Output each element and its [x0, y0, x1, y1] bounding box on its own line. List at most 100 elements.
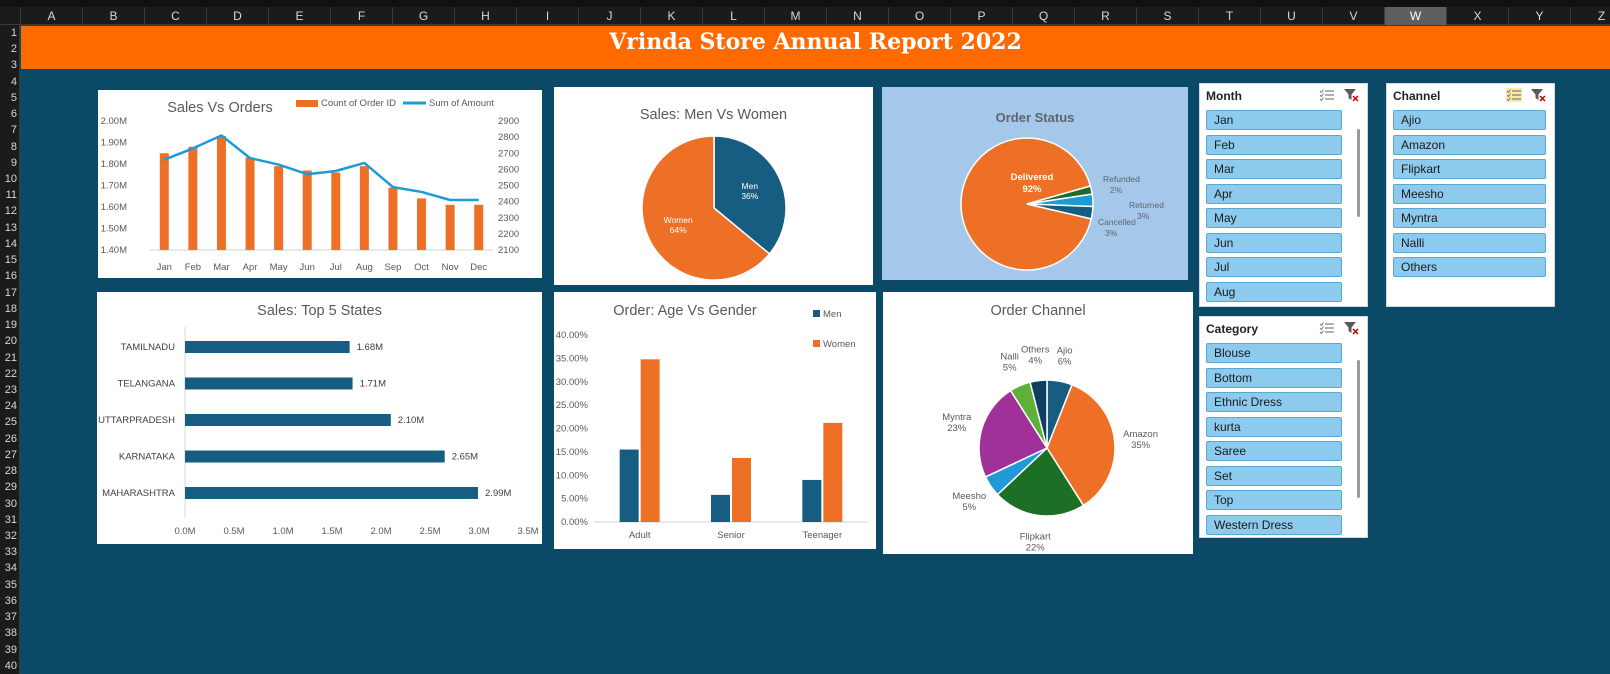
row-header-1[interactable]: 1 — [10, 27, 17, 39]
slicer-item-flipkart[interactable]: Flipkart — [1393, 159, 1546, 179]
slicer-item-jan[interactable]: Jan — [1206, 110, 1342, 130]
row-header-18[interactable]: 18 — [4, 302, 17, 315]
top-states-chart[interactable]: Sales: Top 5 States TAMILNADU 1.68M TELANG… — [97, 292, 542, 544]
column-header-o[interactable]: O — [889, 7, 951, 25]
slicer-item-apr[interactable]: Apr — [1206, 183, 1342, 204]
row-header-17[interactable]: 17 — [4, 286, 17, 299]
column-header-v[interactable]: V — [1323, 7, 1385, 25]
order-status-chart[interactable]: Order Status Delivered 92% Refunded 2% Retur… — [882, 87, 1188, 280]
column-header-r[interactable]: R — [1075, 7, 1137, 25]
slicer-item-top[interactable]: Top — [1206, 490, 1342, 510]
select-all-corner[interactable] — [0, 7, 21, 25]
row-header-4[interactable]: 4 — [10, 75, 17, 88]
age-vs-gender-chart[interactable]: Order: Age Vs Gender 40.00% 35.00% 30.00% 2… — [554, 292, 876, 549]
row-header-10[interactable]: 10 — [4, 173, 17, 186]
men-vs-women-chart[interactable]: Sales: Men Vs Women Men 36% Women 64% — [554, 87, 873, 285]
row-header-20[interactable]: 20 — [4, 335, 17, 348]
column-header-e[interactable]: E — [269, 7, 331, 25]
row-header-26[interactable]: 26 — [4, 432, 17, 445]
row-header-25[interactable]: 25 — [4, 416, 17, 429]
slicer-item-feb[interactable]: Feb — [1206, 134, 1342, 155]
column-header-m[interactable]: M — [765, 7, 827, 25]
row-header-37[interactable]: 37 — [4, 611, 17, 624]
clear-filter-icon[interactable] — [1343, 88, 1359, 102]
row-header-8[interactable]: 8 — [10, 140, 17, 153]
row-header-19[interactable]: 19 — [4, 319, 17, 332]
slicer-item-western-dress[interactable]: Western Dress — [1206, 514, 1342, 535]
row-header-2[interactable]: 2 — [10, 43, 17, 56]
row-header-9[interactable]: 9 — [10, 156, 17, 169]
category-slicer[interactable]: Category Blouse Bottom Ethnic Dress kurta Sa… — [1199, 316, 1368, 538]
column-header-s[interactable]: S — [1137, 7, 1199, 25]
slicer-item-meesho[interactable]: Meesho — [1393, 183, 1546, 204]
row-header-12[interactable]: 12 — [4, 205, 17, 218]
slicer-item-ajio[interactable]: Ajio — [1393, 110, 1546, 130]
slicer-item-jul[interactable]: Jul — [1206, 257, 1342, 277]
row-header-30[interactable]: 30 — [4, 497, 17, 510]
column-header-l[interactable]: L — [703, 7, 765, 25]
slicer-item-set[interactable]: Set — [1206, 465, 1342, 486]
column-header-j[interactable]: J — [579, 7, 641, 25]
row-header-28[interactable]: 28 — [4, 465, 17, 478]
slicer-item-kurta[interactable]: kurta — [1206, 416, 1342, 437]
order-channel-chart[interactable]: Order Channel Ajio 6% Amazon 35% Flipkart 22%… — [883, 292, 1193, 554]
row-header-36[interactable]: 36 — [4, 594, 17, 607]
row-header-39[interactable]: 39 — [4, 643, 17, 656]
slicer-item-myntra[interactable]: Myntra — [1393, 208, 1546, 228]
row-header-38[interactable]: 38 — [4, 627, 17, 640]
slicer-item-blouse[interactable]: Blouse — [1206, 343, 1342, 363]
column-header-n[interactable]: N — [827, 7, 889, 25]
multi-select-icon[interactable] — [1506, 88, 1522, 102]
channel-slicer[interactable]: Channel Ajio Amazon Flipkart Meesho Myntra Na… — [1386, 83, 1555, 307]
slicer-item-may[interactable]: May — [1206, 208, 1342, 228]
column-header-p[interactable]: P — [951, 7, 1013, 25]
row-header-31[interactable]: 31 — [4, 513, 17, 526]
slicer-item-amazon[interactable]: Amazon — [1393, 134, 1546, 155]
column-header-u[interactable]: U — [1261, 7, 1323, 25]
row-header-27[interactable]: 27 — [4, 448, 17, 461]
clear-filter-icon[interactable] — [1343, 321, 1359, 335]
column-header-w[interactable]: W — [1385, 7, 1447, 25]
column-header-a[interactable]: A — [21, 7, 83, 25]
row-header-40[interactable]: 40 — [4, 659, 17, 672]
column-header-i[interactable]: I — [517, 7, 579, 25]
row-header-5[interactable]: 5 — [10, 91, 17, 104]
column-header-y[interactable]: Y — [1509, 7, 1571, 25]
column-header-k[interactable]: K — [641, 7, 703, 25]
slicer-item-mar[interactable]: Mar — [1206, 159, 1342, 179]
column-header-z[interactable]: Z — [1571, 7, 1610, 25]
column-header-g[interactable]: G — [393, 7, 455, 25]
sales-vs-orders-chart[interactable]: Sales Vs Orders Count of Order ID Sum of … — [98, 90, 542, 278]
slicer-item-aug[interactable]: Aug — [1206, 281, 1342, 302]
row-header-33[interactable]: 33 — [4, 546, 17, 559]
row-header-35[interactable]: 35 — [4, 578, 17, 591]
slicer-item-jun[interactable]: Jun — [1206, 232, 1342, 253]
column-header-c[interactable]: C — [145, 7, 207, 25]
column-header-x[interactable]: X — [1447, 7, 1509, 25]
column-header-h[interactable]: H — [455, 7, 517, 25]
row-header-11[interactable]: 11 — [5, 189, 17, 202]
column-header-f[interactable]: F — [331, 7, 393, 25]
row-header-22[interactable]: 22 — [4, 367, 17, 380]
column-header-q[interactable]: Q — [1013, 7, 1075, 25]
row-header-14[interactable]: 14 — [4, 237, 17, 250]
row-header-16[interactable]: 16 — [4, 270, 17, 283]
slicer-scrollbar[interactable] — [1357, 360, 1360, 498]
row-header-13[interactable]: 13 — [4, 221, 17, 234]
row-header-21[interactable]: 21 — [4, 351, 17, 364]
clear-filter-icon[interactable] — [1530, 88, 1546, 102]
slicer-item-saree[interactable]: Saree — [1206, 441, 1342, 461]
row-header-23[interactable]: 23 — [4, 383, 17, 396]
row-header-7[interactable]: 7 — [10, 124, 17, 137]
row-header-3[interactable]: 3 — [10, 59, 17, 72]
slicer-item-bottom[interactable]: Bottom — [1206, 367, 1342, 388]
multi-select-icon[interactable] — [1319, 88, 1335, 102]
month-slicer[interactable]: Month Jan Feb Mar Apr May Jun Jul Aug — [1199, 83, 1368, 307]
slicer-item-ethnic-dress[interactable]: Ethnic Dress — [1206, 392, 1342, 412]
column-header-t[interactable]: T — [1199, 7, 1261, 25]
row-header-6[interactable]: 6 — [10, 108, 17, 121]
row-header-29[interactable]: 29 — [4, 481, 17, 494]
row-header-34[interactable]: 34 — [4, 562, 17, 575]
slicer-scrollbar[interactable] — [1357, 129, 1360, 217]
row-header-15[interactable]: 15 — [4, 254, 17, 267]
